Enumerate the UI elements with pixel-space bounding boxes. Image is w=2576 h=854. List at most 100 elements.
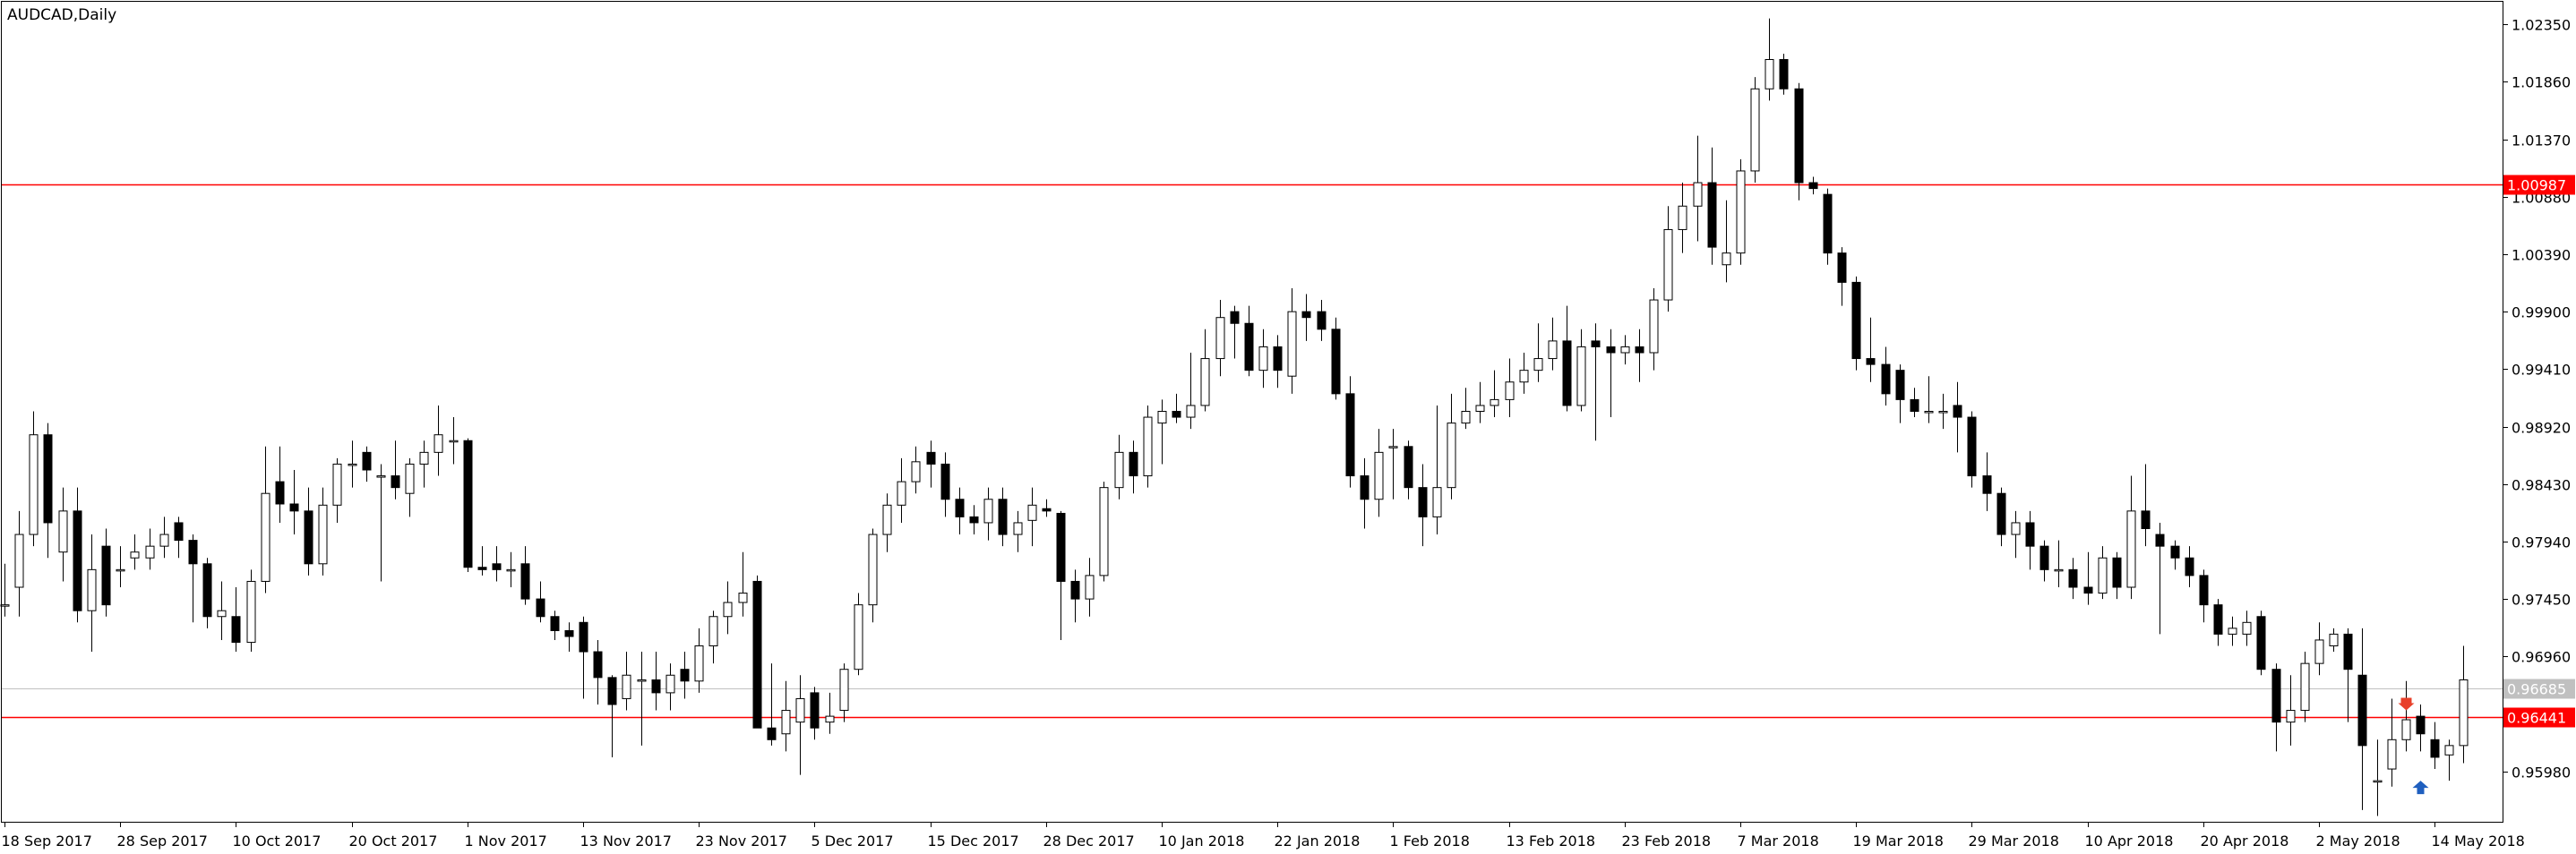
- candle[interactable]: [29, 411, 39, 547]
- candle[interactable]: [1070, 569, 1080, 623]
- candle[interactable]: [1244, 305, 1254, 377]
- candle[interactable]: [536, 581, 545, 623]
- candle[interactable]: [593, 639, 603, 705]
- candle[interactable]: [1317, 300, 1327, 341]
- candle[interactable]: [2401, 680, 2411, 752]
- candle[interactable]: [332, 457, 342, 523]
- candle[interactable]: [1996, 487, 2006, 547]
- candle[interactable]: [1548, 317, 1558, 371]
- candle[interactable]: [492, 546, 502, 582]
- candle[interactable]: [87, 534, 97, 653]
- candle[interactable]: [767, 663, 777, 746]
- candle[interactable]: [2459, 645, 2469, 764]
- candle[interactable]: [1953, 381, 1962, 453]
- candle[interactable]: [2430, 722, 2440, 770]
- candle[interactable]: [940, 452, 950, 517]
- candle[interactable]: [781, 680, 791, 752]
- candle[interactable]: [1707, 147, 1717, 265]
- candle[interactable]: [637, 652, 647, 746]
- candle[interactable]: [868, 528, 878, 623]
- candle[interactable]: [2329, 628, 2339, 653]
- candle[interactable]: [1591, 323, 1601, 441]
- candle[interactable]: [1404, 440, 1413, 500]
- candle[interactable]: [506, 551, 516, 587]
- candle[interactable]: [1230, 305, 1240, 359]
- candle[interactable]: [1432, 405, 1442, 535]
- candle[interactable]: [2213, 599, 2223, 646]
- candle[interactable]: [1750, 77, 1760, 184]
- candle[interactable]: [43, 423, 53, 559]
- candle[interactable]: [1663, 206, 1673, 312]
- candle[interactable]: [1490, 370, 1499, 418]
- candle[interactable]: [694, 628, 704, 693]
- candle[interactable]: [376, 464, 386, 582]
- candle[interactable]: [419, 440, 429, 488]
- candle[interactable]: [116, 546, 125, 587]
- candle[interactable]: [275, 446, 285, 523]
- candle[interactable]: [2343, 628, 2353, 722]
- candle[interactable]: [2314, 622, 2324, 676]
- candle[interactable]: [983, 487, 993, 541]
- candle[interactable]: [362, 446, 372, 483]
- candle[interactable]: [1765, 18, 1774, 101]
- candle[interactable]: [1837, 247, 1847, 306]
- candle[interactable]: [969, 505, 979, 535]
- candle[interactable]: [1475, 381, 1485, 423]
- candle[interactable]: [2300, 652, 2310, 722]
- candle[interactable]: [1461, 388, 1471, 430]
- candle[interactable]: [1056, 510, 1066, 640]
- candle[interactable]: [14, 510, 24, 617]
- candle[interactable]: [680, 652, 690, 699]
- candle[interactable]: [304, 487, 313, 576]
- candle[interactable]: [391, 440, 400, 500]
- candle[interactable]: [1360, 457, 1370, 529]
- candle[interactable]: [2286, 675, 2296, 746]
- candle[interactable]: [911, 446, 921, 494]
- candle[interactable]: [1635, 329, 1644, 382]
- candle[interactable]: [1808, 176, 1818, 195]
- candle[interactable]: [2025, 510, 2035, 570]
- candle[interactable]: [795, 675, 805, 775]
- candle[interactable]: [607, 675, 617, 757]
- candle[interactable]: [1129, 440, 1138, 494]
- candle[interactable]: [1114, 434, 1124, 500]
- candle[interactable]: [1533, 323, 1543, 382]
- candle[interactable]: [1982, 452, 1992, 511]
- candle[interactable]: [1823, 188, 1833, 265]
- candle[interactable]: [2416, 705, 2426, 752]
- candle[interactable]: [579, 616, 588, 699]
- candle[interactable]: [2141, 464, 2151, 547]
- candle[interactable]: [2112, 551, 2122, 600]
- candle[interactable]: [1287, 287, 1297, 394]
- candle[interactable]: [1924, 376, 1934, 423]
- candle[interactable]: [1027, 487, 1037, 547]
- price-axis[interactable]: 1.023501.018601.013701.008801.003900.999…: [2503, 17, 2571, 781]
- candle[interactable]: [1388, 429, 1398, 500]
- candle[interactable]: [1143, 405, 1153, 488]
- candle[interactable]: [1678, 183, 1687, 253]
- candle[interactable]: [1693, 135, 1703, 242]
- candle[interactable]: [318, 487, 328, 576]
- candle[interactable]: [1967, 411, 1977, 488]
- candle[interactable]: [1447, 393, 1456, 500]
- candle[interactable]: [738, 551, 748, 617]
- candle[interactable]: [101, 528, 111, 617]
- plot-area[interactable]: [1, 1, 2503, 822]
- candle[interactable]: [1186, 353, 1196, 430]
- candle[interactable]: [723, 581, 733, 635]
- candle[interactable]: [810, 687, 820, 740]
- candle[interactable]: [1418, 464, 1428, 547]
- candle[interactable]: [1851, 276, 1861, 371]
- candle[interactable]: [665, 663, 675, 711]
- candle[interactable]: [1157, 399, 1167, 465]
- candle[interactable]: [1736, 158, 1746, 265]
- candle[interactable]: [174, 517, 184, 559]
- candle[interactable]: [2387, 698, 2397, 787]
- candle[interactable]: [130, 534, 140, 570]
- candle[interactable]: [58, 487, 68, 582]
- candle[interactable]: [2199, 569, 2209, 623]
- candle[interactable]: [348, 440, 357, 488]
- candle[interactable]: [1881, 346, 1891, 406]
- candle[interactable]: [1620, 335, 1630, 365]
- candle[interactable]: [1331, 317, 1341, 400]
